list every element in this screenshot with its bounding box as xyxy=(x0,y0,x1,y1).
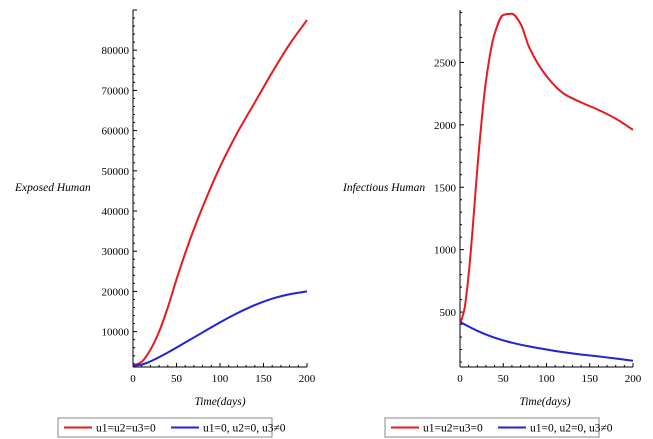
y-axis-label: Exposed Human xyxy=(14,182,91,194)
y-tick-label: 1000 xyxy=(434,245,457,257)
y-tick-label: 1500 xyxy=(434,182,457,194)
y-tick-label: 30000 xyxy=(102,246,130,258)
x-tick-label: 100 xyxy=(212,373,229,385)
x-tick-label: 0 xyxy=(130,373,136,385)
series-line-blue xyxy=(459,321,634,362)
x-tick-label: 0 xyxy=(457,373,463,385)
legend-label: u1=u2=u3=0 xyxy=(423,423,483,435)
legend-box xyxy=(384,417,600,438)
y-tick-label: 20000 xyxy=(102,286,130,298)
y-tick-label: 60000 xyxy=(102,126,130,138)
series-line-red xyxy=(459,12,634,325)
x-axis-label: Time(days) xyxy=(194,396,245,408)
y-tick-label: 40000 xyxy=(102,206,130,218)
x-tick-label: 200 xyxy=(299,373,316,385)
legend-label: u1=u2=u3=0 xyxy=(96,423,156,435)
y-tick-label: 10000 xyxy=(102,327,130,339)
y-tick-label: 80000 xyxy=(102,45,130,57)
legend-label: u1=0, u2=0, u3≠0 xyxy=(203,423,286,435)
legend: u1=u2=u3=0 u1=0, u2=0, u3≠0 xyxy=(384,417,613,438)
y-axis-label: Infectious Human xyxy=(342,182,425,194)
series-line-red xyxy=(132,19,308,367)
y-tick-label: 70000 xyxy=(102,85,130,97)
x-tick-label: 150 xyxy=(582,373,599,385)
infectious-human-chart: 500 1000 1500 2000 2500 0 50 100 150 200 Infectiou… xyxy=(342,10,642,438)
x-axis-label: Time(days) xyxy=(519,396,570,408)
legend: u1=u2=u3=0 u1=0, u2=0, u3≠0 xyxy=(57,417,286,438)
exposed-human-chart: 10000 20000 30000 40000 50000 60000 70000 80000… xyxy=(14,9,316,438)
x-tick-label: 200 xyxy=(625,373,642,385)
y-tick-label: 50000 xyxy=(102,166,130,178)
y-tick-label: 2500 xyxy=(434,57,457,69)
x-tick-label: 150 xyxy=(255,373,272,385)
y-tick-label: 500 xyxy=(440,307,457,319)
x-tick-label: 50 xyxy=(171,373,183,385)
y-tick-label: 2000 xyxy=(434,120,457,132)
x-tick-label: 100 xyxy=(538,373,555,385)
x-tick-label: 50 xyxy=(498,373,510,385)
series-line-blue xyxy=(132,290,308,367)
legend-box xyxy=(57,417,273,438)
legend-label: u1=0, u2=0, u3≠0 xyxy=(530,423,613,435)
